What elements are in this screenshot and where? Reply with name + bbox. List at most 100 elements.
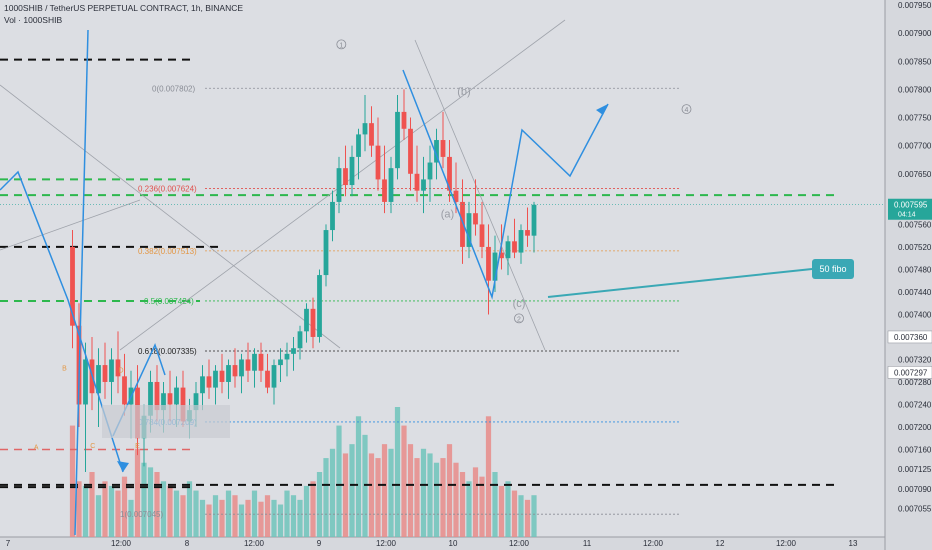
volume-bar: [342, 453, 349, 537]
time-axis-tick: 12:00: [509, 539, 530, 548]
volume-bar: [219, 499, 225, 537]
candle-body: [310, 308, 316, 337]
volume-bar: [251, 490, 258, 537]
wave-label: B: [62, 366, 67, 373]
price-axis-tick: 0.007160: [898, 445, 932, 454]
volume-bar: [245, 499, 251, 537]
price-marker-value: 0.007360: [894, 333, 928, 342]
volume-bar: [336, 425, 342, 537]
volume-bar: [297, 499, 303, 537]
volume-bar: [232, 495, 238, 537]
time-axis-tick: 12:00: [776, 539, 797, 548]
time-axis-tick: 12:00: [643, 539, 664, 548]
time-axis-tick: 12:00: [244, 539, 265, 548]
price-axis-tick: 0.007850: [898, 57, 932, 66]
candle-body: [349, 156, 355, 186]
candle-body: [369, 123, 374, 146]
volume-bar: [134, 448, 141, 537]
candle-body: [252, 353, 257, 371]
wave-label: E: [135, 443, 140, 450]
candle-body: [258, 353, 264, 371]
candle-body: [161, 393, 166, 411]
wave-label: (a): [441, 209, 454, 221]
candle-body: [265, 370, 270, 388]
price-axis-tick: 0.007125: [898, 465, 932, 474]
candle-body: [297, 331, 303, 349]
candle-body: [375, 145, 381, 180]
candle-body: [492, 252, 498, 281]
volume-bar: [440, 458, 446, 537]
fib-level-label: 1(0.007045): [120, 510, 163, 519]
time-axis-panel: [0, 537, 885, 550]
price-marker-box: [887, 366, 932, 379]
volume-bar: [115, 490, 121, 537]
candle-body: [200, 376, 205, 394]
candle-body: [291, 348, 296, 354]
volume-indicator-label: Vol · 1000SHIB: [4, 15, 63, 25]
fib-level-label: 0.618(0.007335): [138, 347, 197, 356]
wave-label: (c): [513, 298, 526, 310]
volume-bar: [394, 407, 401, 537]
time-axis-tick: 11: [583, 539, 592, 548]
volume-bar: [82, 485, 89, 537]
volume-bar: [524, 499, 531, 537]
current-price-value: 0.007595: [894, 201, 928, 210]
time-axis-tick: 9: [317, 539, 322, 548]
wave-label: 2: [517, 316, 521, 323]
candle-body: [395, 111, 400, 169]
volume-bar: [492, 472, 498, 537]
volume-bar: [401, 425, 407, 537]
volume-bar: [498, 485, 505, 537]
trend-line: [0, 84, 341, 349]
volume-bar: [186, 481, 193, 537]
candle-body: [343, 168, 348, 186]
volume-bar: [388, 448, 394, 537]
candle-body: [531, 204, 537, 236]
time-axis-tick: 13: [849, 539, 858, 548]
volume-bar: [505, 481, 511, 537]
candle-body: [518, 230, 524, 253]
candle-body: [226, 365, 231, 382]
fib-level-label: 0.236(0.007624): [138, 184, 197, 193]
candle-body: [154, 381, 160, 411]
volume-bar: [206, 504, 212, 537]
projection-path: [0, 170, 124, 473]
trend-line: [0, 199, 141, 251]
time-axis-tick: 8: [185, 539, 190, 548]
volume-bar: [375, 458, 381, 537]
candle-body: [317, 275, 322, 337]
candle-countdown: 04:14: [898, 212, 916, 219]
arrow-head-icon: [117, 461, 129, 472]
trend-line: [414, 39, 546, 351]
volume-bar: [212, 495, 219, 537]
candle-body: [239, 359, 244, 377]
candle-body: [421, 179, 426, 191]
chart-title: 1000SHIB / TetherUS PERPETUAL CONTRACT, …: [4, 3, 244, 13]
volume-bar: [180, 495, 186, 537]
price-axis-tick: 0.007280: [898, 378, 932, 387]
volume-bar: [466, 481, 472, 537]
candle-body: [427, 162, 433, 180]
volume-bar: [238, 504, 245, 537]
candle-body: [167, 393, 173, 405]
wave-label-circle: [336, 39, 347, 50]
wave-label-circle: [681, 104, 692, 114]
price-axis-tick: 0.007560: [898, 220, 932, 229]
volume-bar: [485, 416, 492, 537]
price-axis-tick: 0.007650: [898, 170, 932, 179]
candle-body: [193, 393, 199, 411]
price-axis-tick: 0.007240: [898, 400, 932, 409]
volume-bar: [316, 472, 323, 537]
volume-bar: [349, 444, 355, 537]
price-marker-box: [887, 330, 932, 344]
time-axis-tick: 12:00: [111, 539, 132, 548]
trend-line: [119, 19, 566, 351]
candle-body: [271, 365, 277, 388]
price-axis-tick: 0.007440: [898, 288, 932, 297]
candle-body: [330, 201, 335, 231]
current-price-badge: [888, 198, 932, 220]
candle-body: [401, 111, 407, 129]
price-axis-tick: 0.007950: [898, 1, 932, 10]
wave-label-circle: [514, 313, 524, 324]
